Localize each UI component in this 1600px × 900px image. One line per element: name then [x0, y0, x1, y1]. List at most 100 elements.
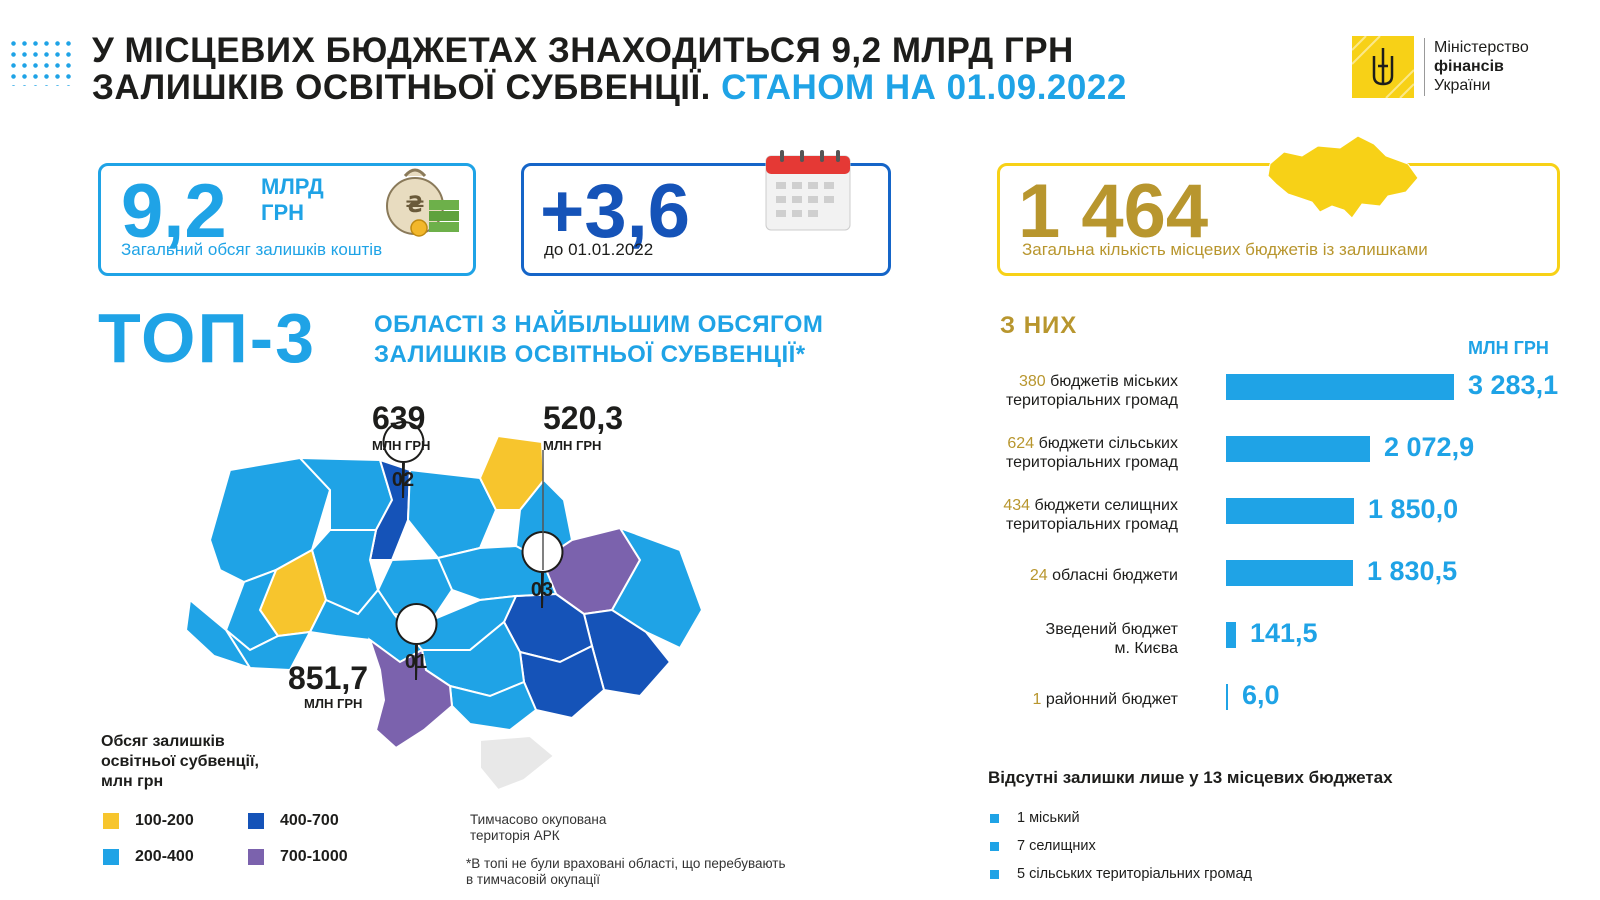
absent-item-label: 5 сільських територіальних громад — [1017, 866, 1253, 882]
bar — [1226, 560, 1353, 586]
legend-item-100-200: 100-200 — [103, 812, 194, 830]
bar-label: 380 бюджетів міських територіальних грома… — [918, 372, 1178, 410]
legend-label: 400-700 — [280, 812, 339, 829]
legend-title-1: Обсяг залишків — [101, 733, 225, 750]
bar-value-label: 141,5 — [1250, 618, 1318, 648]
absent-item-label: 1 міський — [1017, 810, 1080, 826]
top3-subtitle-1: ОБЛАСТІ З НАЙБІЛЬШИМ ОБСЯГОМ — [374, 311, 824, 338]
breakdown-heading: З НИХ — [1000, 312, 1078, 339]
bar-label-line-2: м. Києва — [1114, 640, 1178, 657]
bar-label-line-2: територіальних громад — [1005, 392, 1178, 409]
top3-subtitle: ОБЛАСТІ З НАЙБІЛЬШИМ ОБСЯГОМ ЗАЛИШКІВ ОС… — [374, 310, 823, 370]
bar — [1226, 684, 1228, 710]
svg-text:₴: ₴ — [406, 193, 425, 218]
region-odesa — [368, 637, 454, 750]
count-card: 1 464 Загальна кількість місцевих бюджет… — [997, 135, 1560, 276]
total-caption: Загальний обсяг залишків коштів — [121, 240, 383, 259]
bar — [1226, 622, 1236, 648]
bar — [1226, 374, 1454, 400]
ukraine-map-icon — [1262, 126, 1422, 226]
logo-line-2: фінансів — [1434, 58, 1504, 75]
bullet-icon — [990, 813, 999, 823]
bar-label-line-1: 380 бюджетів міських — [918, 372, 1178, 391]
bullet-icon — [990, 841, 999, 851]
legend-title-2: освітньої субвенції, — [101, 753, 259, 770]
logo-separator — [1424, 38, 1425, 96]
crimea-note-1: Тимчасово окупована — [470, 812, 607, 827]
total-unit: МЛРД ГРН — [261, 174, 324, 226]
pin-03 — [521, 531, 564, 609]
delta-card: +3,6 до 01.01.2022 — [521, 150, 891, 276]
legend-swatch — [103, 813, 119, 829]
bar-label: 434 бюджети селищних територіальних грома… — [918, 496, 1178, 534]
footnote: *В топі не були враховані області, що пе… — [466, 856, 786, 888]
pin-03-unit: МЛН ГРН — [543, 438, 602, 453]
bar-label-text: Зведений бюджет — [1045, 621, 1178, 638]
bar-label-line-1: Зведений бюджет — [918, 620, 1178, 639]
title-line-2: ЗАЛИШКІВ ОСВІТНЬОЇ СУБВЕНЦІЇ. СТАНОМ НА … — [92, 69, 1127, 106]
region-crimea — [479, 734, 556, 792]
bullet-icon — [990, 869, 999, 879]
decorative-dots — [8, 38, 72, 86]
bar-label: 624 бюджети сільських територіальних гром… — [918, 434, 1178, 472]
delta-caption: до 01.01.2022 — [544, 240, 654, 259]
absent-item: 1 міський — [990, 810, 1080, 826]
bar-value-label: 2 072,9 — [1384, 432, 1475, 462]
breakdown-unit: МЛН ГРН — [1468, 338, 1549, 358]
top3-subtitle-2: ЗАЛИШКІВ ОСВІТНЬОЇ СУБВЕНЦІЇ* — [374, 341, 806, 368]
bar-label-count: 1 — [1032, 691, 1042, 708]
footnote-2: в тимчасовій окупації — [466, 872, 600, 887]
pin-02-label: 02 — [392, 469, 414, 491]
bar-value-label: 1 850,0 — [1368, 494, 1459, 524]
absent-item: 7 селищних — [990, 838, 1096, 854]
total-card: 9,2 МЛРД ГРН ₴ Загальний обсяг залишків … — [98, 163, 476, 276]
logo-text: Міністерство фінансів України — [1434, 38, 1529, 95]
total-unit-2: ГРН — [261, 200, 305, 225]
bar-label: 24 обласні бюджети — [918, 566, 1178, 585]
crimea-note: Тимчасово окупована територія АРК — [470, 812, 606, 844]
absent-item: 5 сільських територіальних громад — [990, 866, 1252, 882]
bar-value-label: 1 830,5 — [1367, 556, 1458, 586]
pin-01-value: 851,7 — [288, 660, 369, 696]
bar-label: 1 районний бюджет — [918, 690, 1178, 709]
bar-label-text: районний бюджет — [1045, 691, 1178, 708]
top3-title: ТОП-3 — [98, 299, 317, 377]
legend-label: 100-200 — [135, 812, 194, 829]
bar-label-count: 24 — [1029, 567, 1048, 584]
calendar-icon — [764, 148, 854, 234]
title-line-2-text: ЗАЛИШКІВ ОСВІТНЬОЇ СУБВЕНЦІЇ. — [92, 68, 711, 107]
legend-title-3: млн грн — [101, 773, 164, 790]
count-value: 1 464 — [1018, 169, 1209, 254]
legend-swatch — [248, 813, 264, 829]
legend-title: Обсяг залишків освітньої субвенції, млн … — [101, 732, 259, 792]
absent-item-label: 7 селищних — [1017, 838, 1096, 854]
logo-line-3: України — [1434, 77, 1491, 94]
bar-label-text: бюджетів міських — [1050, 373, 1178, 390]
bar-label-count: 380 — [1018, 373, 1046, 390]
region-zakarpattia — [184, 598, 253, 670]
pin-01 — [395, 603, 438, 681]
logo-line-1: Міністерство — [1434, 39, 1529, 56]
legend-item-400-700: 400-700 — [248, 812, 339, 830]
bar-value-label: 3 283,1 — [1468, 370, 1559, 400]
bar — [1226, 498, 1354, 524]
total-unit-1: МЛРД — [261, 174, 324, 199]
ukraine-choropleth-map: 02 03 01 — [184, 421, 704, 792]
bar-label-count: 434 — [1003, 497, 1031, 514]
legend-swatch — [248, 849, 264, 865]
bar-label-line-1: 624 бюджети сільських — [918, 434, 1178, 453]
delta-value: +3,6 — [540, 169, 691, 254]
legend-item-700-1000: 700-1000 — [248, 848, 348, 866]
trident-icon — [1351, 35, 1415, 99]
count-caption: Загальна кількість місцевих бюджетів із … — [1022, 240, 1428, 259]
bar-label-line-2: територіальних громад — [1005, 454, 1178, 471]
ministry-logo: Міністерство фінансів України — [1351, 35, 1582, 99]
legend-label: 200-400 — [135, 848, 194, 865]
bar-label-text: бюджети селищних — [1034, 497, 1178, 514]
total-value: 9,2 — [121, 169, 227, 254]
pin-03-value: 520,3 — [543, 400, 624, 436]
absent-title: Відсутні залишки лише у 13 місцевих бюдж… — [988, 768, 1393, 787]
pin-01-label: 01 — [405, 651, 427, 673]
pin-02 — [382, 421, 425, 499]
bar-label-line-1: 24 обласні бюджети — [918, 566, 1178, 585]
